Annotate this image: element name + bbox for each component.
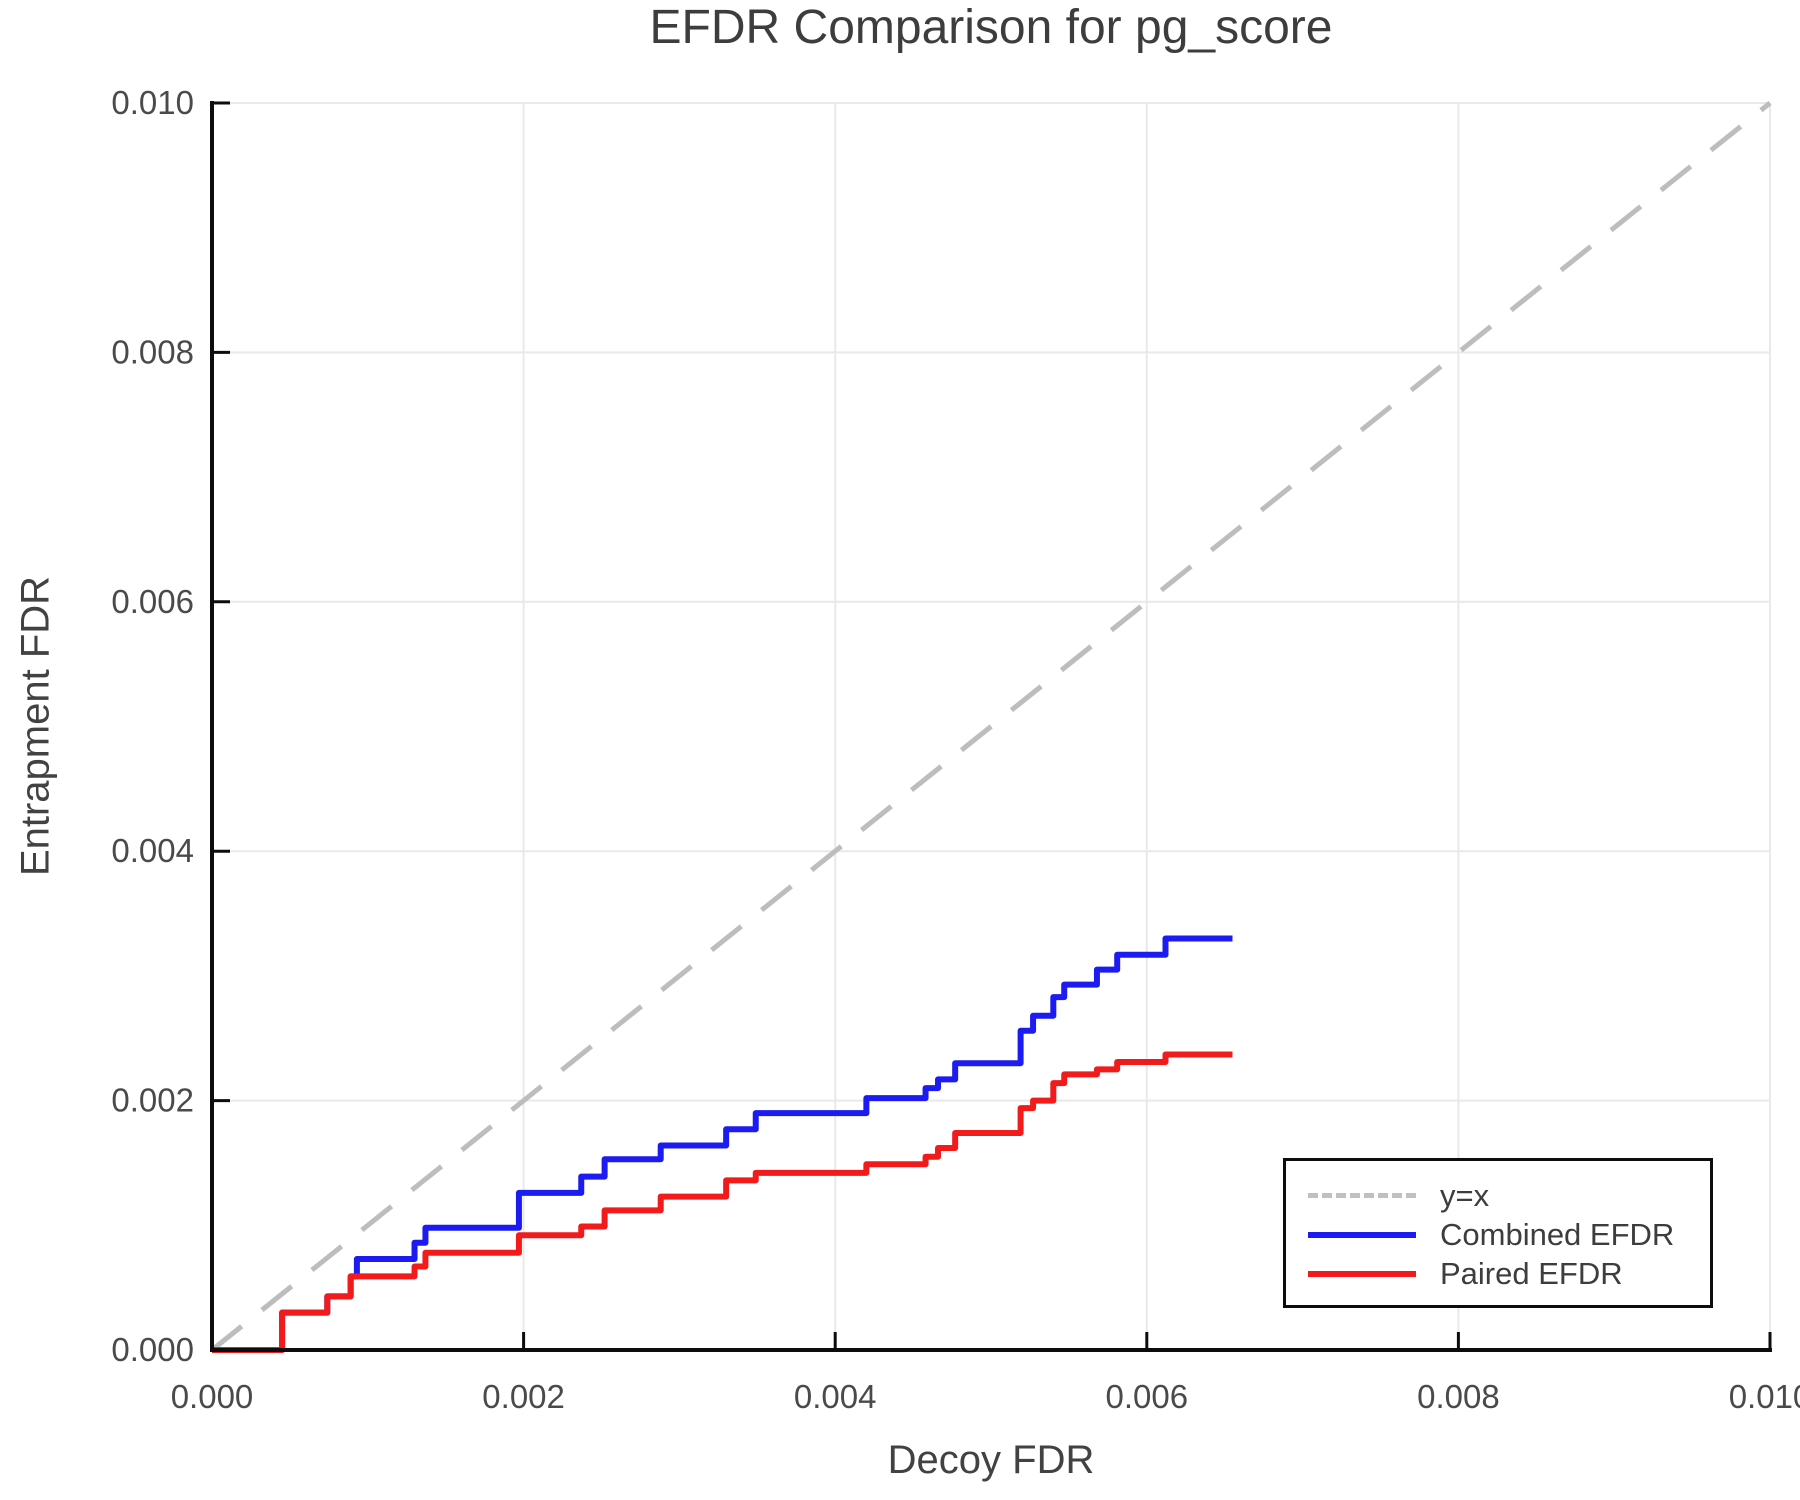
chart-title: EFDR Comparison for pg_score [649, 1, 1333, 54]
x-tick-label: 0.004 [794, 1378, 877, 1415]
legend: y=x Combined EFDR Paired EFDR [1283, 1158, 1713, 1308]
legend-dashed-line-swatch [1308, 1193, 1416, 1198]
legend-row: y=x [1308, 1176, 1710, 1215]
x-axis-label: Decoy FDR [887, 1438, 1095, 1482]
x-tick-label: 0.000 [171, 1378, 254, 1415]
legend-label: y=x [1440, 1178, 1490, 1213]
series-line-paired-efdr [212, 1051, 1233, 1353]
x-tick-label: 0.006 [1106, 1378, 1189, 1415]
y-tick-label: 0.002 [111, 1082, 194, 1119]
legend-label: Combined EFDR [1440, 1217, 1675, 1252]
y-axis-label: Entrapment FDR [13, 575, 58, 877]
y-tick-label: 0.008 [111, 333, 194, 370]
legend-line-swatch [1308, 1270, 1416, 1277]
x-tick-label: 0.002 [482, 1378, 565, 1415]
series-line-combined-efdr [212, 935, 1233, 1353]
x-tick-label: 0.008 [1417, 1378, 1500, 1415]
y-tick-label: 0.006 [111, 583, 194, 620]
legend-line-swatch [1308, 1231, 1416, 1238]
y-tick-label: 0.000 [111, 1331, 194, 1368]
legend-label: Paired EFDR [1440, 1256, 1623, 1291]
y-tick-label: 0.010 [111, 84, 194, 121]
legend-row: Combined EFDR [1308, 1215, 1710, 1254]
reference-line-y-equals-x [210, 101, 1772, 1352]
legend-row: Paired EFDR [1308, 1254, 1710, 1293]
y-tick-label: 0.004 [111, 832, 194, 869]
x-tick-label: 0.010 [1729, 1378, 1800, 1415]
